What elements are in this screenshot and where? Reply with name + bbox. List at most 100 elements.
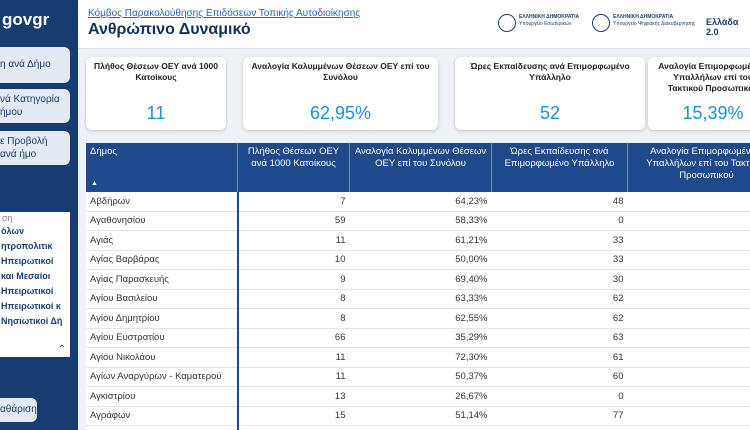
table-cell: 8 [237,289,350,309]
table-cell: 69,40% [349,269,492,290]
table-row: Αγρινίου784,29%55 [86,425,750,430]
table-cell: 77 [491,406,628,426]
chevron[interactable]: ⌃ [57,344,66,355]
kpi-value: 52 [539,103,561,123]
table-cell: 9 [237,269,350,290]
breadcrumb[interactable]: Κόμβος Παρακολούθησης Επιδόσεων Τοπικής … [88,8,361,19]
table-cell: 7 [237,425,350,430]
table-cell [627,386,750,407]
table-cell: Αγαθονησίου [86,211,239,231]
table-cell: Αγίου Δημητρίου [86,308,239,329]
table-cell [627,269,750,290]
kpi-label: Αναλογία Επιμορφωμένων Υπαλλήλων επί του… [658,61,750,93]
table-cell: 50,00% [349,250,492,270]
table-cell [627,289,750,309]
page-title: Ανθρώπινο Δυναμικό [88,21,251,38]
table-cell: 10 [237,250,350,270]
table-cell: 62 [491,308,628,329]
data-table: Δήμος ▲ Πλήθος Θέσεων ΟΕΥ ανά 1000 Κατοίκο… [86,143,750,430]
table-cell: Αγκιστρίου [86,386,239,407]
table-cell: 30 [491,269,628,290]
table-row: Αγίου Νικολάου 11 72,30% 61 [86,347,750,368]
table-cell [627,425,750,430]
table-cell: 7 [237,192,350,212]
kpi-value: 15,39% [682,103,744,123]
table-cell: 60 [491,367,628,387]
table-cell: Αγίου Ευστρατίου [86,328,239,348]
filter-item[interactable]: Ηπειρωτικοί κ [1,301,61,311]
filter-item[interactable]: Νησιωτικοί Δή [1,316,63,326]
program-logo: Ελλάδα 2.0 [706,17,739,37]
table-cell: 64,23% [349,192,492,212]
table-cell: Αγίου Νικολάου [86,347,239,368]
table-cell: Αγρινίου [86,425,239,430]
table-cell [627,211,750,231]
table-row: Αγίας Παρασκευής 9 69,40% 30 [86,269,750,290]
header: Κόμβος Παρακολούθησης Επιδόσεων Τοπικής … [78,0,750,49]
table-cell: 61 [491,347,628,368]
table-cell: 61,21% [349,230,492,251]
table-cell: 0 [491,386,628,407]
table-cell [627,308,750,329]
table-cell: 63 [491,328,628,348]
table-row: Αγίων Αναργύρων - Καματερού 11 50,37% 60 [86,367,750,387]
filter-item[interactable]: Ηπειρωτικοί [1,286,54,296]
table-cell [627,406,750,426]
sidebar: govgr ση ⌃ όλων ητροπολιτικ Ηπειρωτικοί και… [0,0,78,430]
kpi-label: Πλήθος Θέσεων ΟΕΥ ανά 1000 Κατοίκους [94,61,218,82]
logo-line: ΕΛΛΗΝΙΚΗ ΔΗΜΟΚΡΑΤΙΑ [519,14,580,20]
table-cell: 33 [491,250,628,270]
kpi-card: Αναλογία Επιμορφωμένων Υπαλλήλων επί του… [648,57,750,130]
table-cell [627,230,750,251]
filter-list: ση ⌃ όλων ητροπολιτικ Ηπειρωτικοί και Μεσαί… [0,212,70,357]
column-header[interactable]: Αναλογία Καλυμμένων Θέσεων ΟΕΥ επί του Σ… [349,143,492,192]
table-cell: Αγίας Παρασκευής [86,269,239,290]
table-cell: Αγίων Αναργύρων - Καματερού [86,367,239,387]
column-header[interactable]: Δήμος ▲ [86,143,238,192]
logo-line: Υπουργείο Εσωτερικών [519,21,572,27]
logo: govgr [2,10,50,29]
table-cell [627,192,750,212]
table-cell: 48 [491,192,628,212]
kpi-card: Πλήθος Θέσεων ΟΕΥ ανά 1000 Κατοίκους 11 [86,57,226,130]
table-cell [627,328,750,348]
table-cell: 59 [237,211,350,231]
column-header[interactable]: Πλήθος Θέσεων ΟΕΥ ανά 1000 Κατοίκους [237,143,350,192]
table-row: Αβδήρων 7 64,23% 48 [86,192,750,212]
table-cell [627,367,750,387]
emblem [498,14,516,32]
column-header[interactable]: Ώρες Εκπαίδευσης ανά Επιμορφωμένο Υπάλλη… [491,143,628,192]
sort-icon[interactable]: ▲ [91,180,98,187]
table-cell: 35,29% [349,328,492,348]
table-cell: 11 [237,367,350,387]
table-cell: Αγίας Βαρβάρας [86,250,239,270]
table-cell: 50,37% [349,367,492,387]
filter-item[interactable]: Ηπειρωτικοί [1,256,54,266]
table-cell: 62 [491,289,628,309]
kpi-card: Ώρες Εκπαίδευσης ανά Επιμορφωμένο Υπάλλη… [455,57,645,130]
filter-item[interactable]: όλων [1,226,25,236]
nav-button[interactable]: ε Προβολή ανά ήμο [0,131,70,165]
kpi-value: 62,95% [309,103,372,123]
column-header[interactable]: Αναλογία Επιμορφωμένων Υπαλλήλων επί του… [627,143,750,192]
table: Δήμος ▲ Πλήθος Θέσεων ΟΕΥ ανά 1000 Κατοίκο… [86,143,750,430]
clear-button[interactable]: αθάριση [0,398,37,422]
ministry-logo: ΕΛΛΗΝΙΚΗ ΔΗΜΟΚΡΑΤΙΑ Υπουργείο Εσωτερικών [519,14,579,28]
filter-item[interactable]: και Μεσαίοι [1,271,51,281]
table-cell: 66 [237,328,350,348]
header-row: Δήμος ▲ Πλήθος Θέσεων ΟΕΥ ανά 1000 Κατοίκο… [86,143,750,192]
filter-title: ση [2,213,13,223]
table-row: Αγίου Ευστρατίου 66 35,29% 63 [86,328,750,348]
filter-item[interactable]: ητροπολιτικ [1,241,53,251]
table-cell: Αγράφων [86,406,239,426]
table-cell: 58,33% [349,211,492,231]
nav-button[interactable]: η ανά Δήμο [0,47,70,83]
table-cell: 13 [237,386,350,407]
table-cell: 11 [237,347,350,368]
emblem [592,14,610,32]
table-cell: Αβδήρων [86,192,239,212]
nav-button[interactable]: νά Κατηγορία ήμου [0,89,70,123]
table-row: Αγράφων 15 51,14% 77 [86,406,750,426]
kpi-label: Αναλογία Καλυμμένων Θέσεων ΟΕΥ επί του Σ… [251,61,430,82]
